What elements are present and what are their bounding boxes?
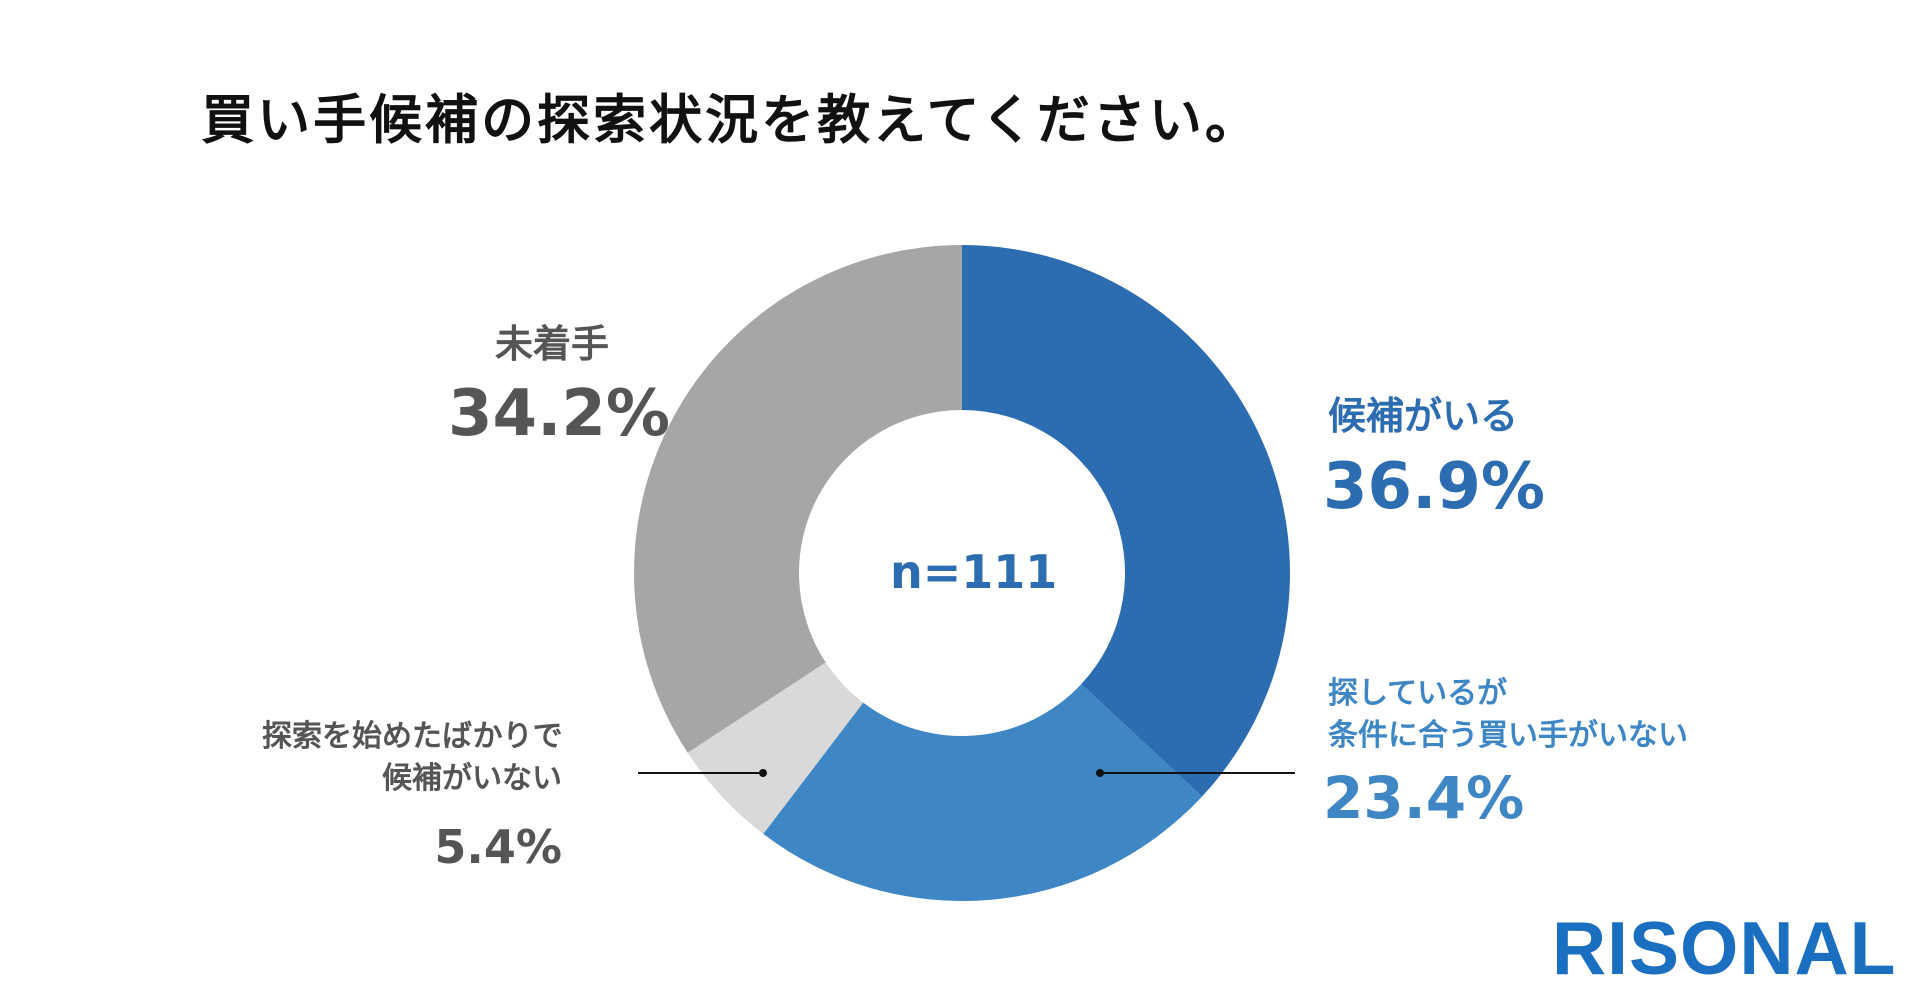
leader-lines <box>638 769 1295 777</box>
slice-label-has-candidates: 候補がいる <box>1328 394 1519 438</box>
donut-slice-searching <box>763 684 1202 901</box>
donut-slice-has-candidates <box>962 245 1290 797</box>
sample-size-label: n=111 <box>890 545 1058 599</box>
slice-value-has-candidates: 36.9% <box>1323 450 1546 524</box>
chart-title: 買い手候補の探索状況を教えてください。 <box>201 90 1261 151</box>
slice-label-just-started-line2: 候補がいない <box>382 761 562 796</box>
slice-value-searching: 23.4% <box>1323 764 1525 832</box>
slice-value-just-started: 5.4% <box>434 820 562 874</box>
donut-slices <box>634 244 1290 901</box>
slice-label-not-started: 未着手 <box>495 322 610 366</box>
slice-value-not-started: 34.2% <box>448 377 671 451</box>
slice-label-searching-line1: 探しているが <box>1328 676 1508 711</box>
slice-label-just-started-line1: 探索を始めたばかりで <box>262 719 563 754</box>
donut-slice-not-started <box>634 244 962 753</box>
brand-logo: RISONAL <box>1552 906 1897 990</box>
donut-slice-just-started <box>687 662 864 834</box>
slice-label-searching-line2: 条件に合う買い手がいない <box>1328 718 1688 753</box>
